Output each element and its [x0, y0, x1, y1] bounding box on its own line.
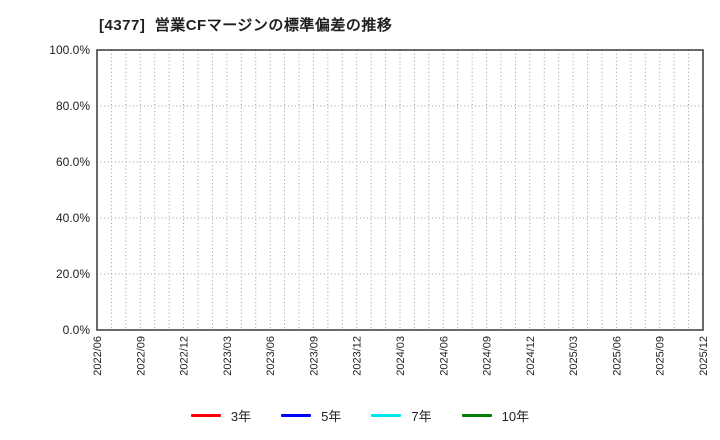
x-axis-tick-label: 2024/12: [525, 336, 537, 376]
y-axis-tick-label: 20.0%: [56, 267, 90, 281]
x-axis-tick-label: 2022/09: [135, 336, 147, 376]
legend-line-red-icon: [190, 413, 221, 417]
x-axis-tick-label: 2023/12: [352, 336, 364, 376]
y-axis-tick-label: 0.0%: [63, 323, 91, 337]
x-axis-tick-label: 2025/03: [568, 336, 580, 376]
legend-item-7y: 7年: [371, 406, 432, 425]
x-axis-tick-label: 2023/09: [308, 336, 320, 376]
y-axis-tick-label: 80.0%: [56, 99, 90, 113]
x-axis-tick-label: 2022/12: [179, 336, 191, 376]
chart-plot-area: 0.0% 20.0% 40.0% 60.0% 80.0% 100.0% 2022/06 202…: [49, 43, 710, 376]
x-axis-tick-label: 2025/06: [611, 336, 623, 376]
legend-label-10y: 10年: [501, 408, 530, 424]
legend-line-green-icon: [461, 413, 492, 417]
x-axis-tick-label: 2025/09: [655, 336, 667, 376]
legend-label-5y: 5年: [321, 408, 342, 424]
chart-legend: 3年 5年 7年 10年: [0, 403, 720, 427]
legend-line-cyan-icon: [371, 413, 402, 417]
legend-item-3y: 3年: [190, 406, 252, 425]
x-axis-tick-label: 2023/06: [265, 336, 277, 376]
y-axis-tick-label: 100.0%: [49, 43, 90, 57]
x-axis-tick-label: 2025/12: [698, 336, 710, 376]
x-axis-tick-label: 2024/09: [482, 336, 494, 376]
legend-line-blue-icon: [281, 413, 312, 417]
legend-item-10y: 10年: [461, 406, 530, 425]
legend-label-7y: 7年: [411, 408, 432, 424]
y-axis-tick-label: 60.0%: [56, 155, 90, 169]
x-axis-tick-label: 2022/06: [92, 336, 104, 376]
chart-title: [4377] 営業CFマージンの標準偏差の推移: [99, 17, 393, 34]
x-axis-tick-label: 2024/06: [438, 336, 450, 376]
x-axis-tick-label: 2024/03: [395, 336, 407, 376]
y-axis-tick-label: 40.0%: [56, 211, 90, 225]
legend-item-5y: 5年: [281, 406, 341, 425]
x-axis-tick-label: 2023/03: [222, 336, 234, 376]
legend-label-3y: 3年: [230, 408, 252, 424]
